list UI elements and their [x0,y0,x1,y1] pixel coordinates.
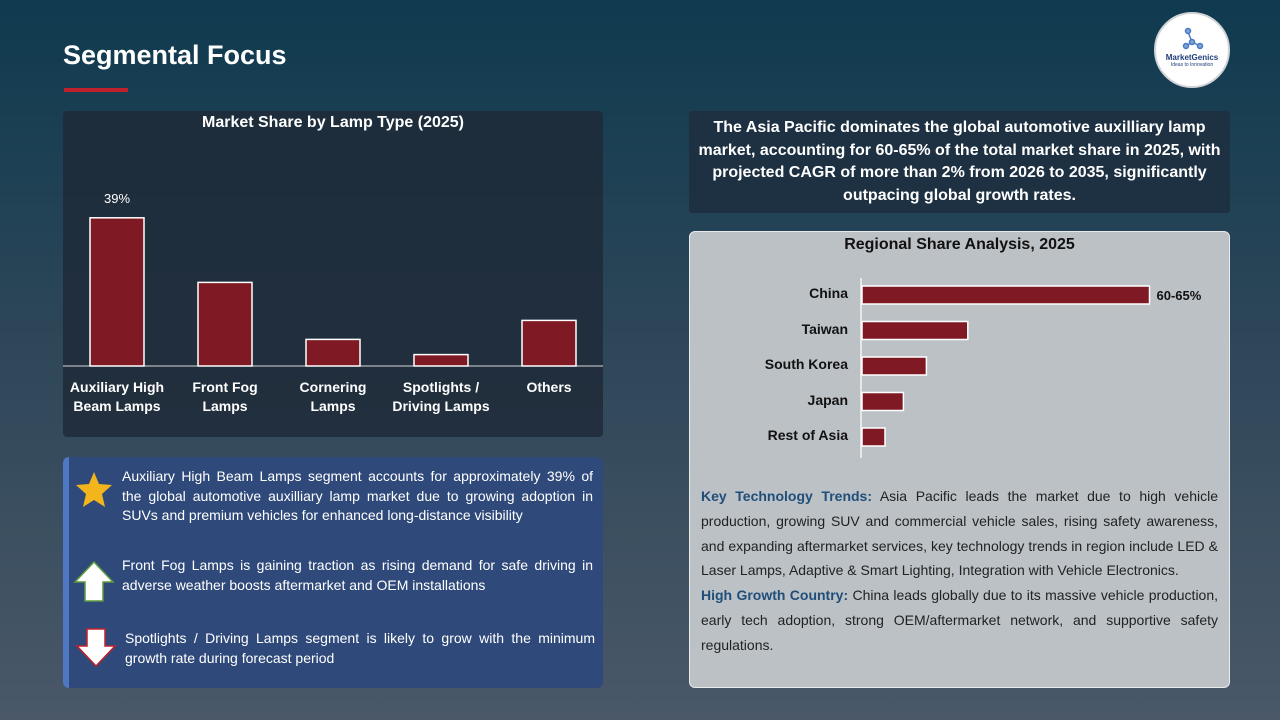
detail-text: Asia Pacific leads the market due to hig… [701,488,1219,579]
y-tick-label: South Korea [764,356,848,372]
value-label: 60-65% [1157,288,1202,303]
bar [89,217,145,367]
x-tick-label: Front Fog Lamps [192,379,258,414]
value-label: 39% [104,191,130,206]
x-tick-label: Others [526,379,572,395]
detail: Key Technology Trends: Asia Pacific lead… [701,484,1218,583]
lamp-chart-panel [63,111,603,437]
x-tick-label: Spotlights / Driving Lamps [392,379,490,414]
bar [197,281,253,367]
bullets-panel [63,457,603,688]
bar [861,356,928,376]
y-tick-label: Taiwan [801,320,848,337]
y-tick-label: China [809,285,848,301]
y-tick-label: Japan [807,391,848,408]
bar [413,353,469,367]
y-tick-label: Rest of Asia [767,427,848,443]
summary: The Asia Pacific dominates the global au… [689,111,1230,213]
up-arrow-icon [73,560,115,602]
logo-name: MarketGenics [1165,53,1219,62]
logo [1154,12,1230,88]
x-tick-label: Auxiliary High Beam Lamps [69,379,165,414]
bar [861,427,886,447]
detail: High Growth Country: China leads globall… [701,583,1218,657]
chart-title: Market Share by Lamp Type (2025) [201,114,465,131]
bar [861,320,969,341]
chart-title: Regional Share Analysis, 2025 [844,236,1075,253]
star-icon [76,472,112,507]
down-arrow-icon [75,628,117,668]
bullet-text: Front Fog Lamps is gaining traction as r… [122,557,593,593]
x-tick-label: Cornering Lamps [299,379,367,414]
bar [861,391,905,412]
details: Key Technology Trends: Asia Pacific lead… [701,484,1218,658]
logo-tagline: Ideas to Innovation [1170,62,1214,68]
bar [305,338,361,367]
logo-icon [1182,27,1204,50]
detail-label: High Growth Country: [701,587,849,604]
detail-text: China leads globally due to its massive … [701,587,1219,653]
bar [521,319,577,367]
slide-title: Segmental Focus [63,40,287,70]
bullet-text: Auxiliary High Beam Lamps segment accoun… [122,468,593,523]
region-panel [689,231,1230,688]
bar [861,285,1151,305]
bullet-text: Spotlights / Driving Lamps segment is li… [125,630,595,666]
detail-label: Key Technology Trends: [701,488,872,504]
title-underline [64,88,128,92]
